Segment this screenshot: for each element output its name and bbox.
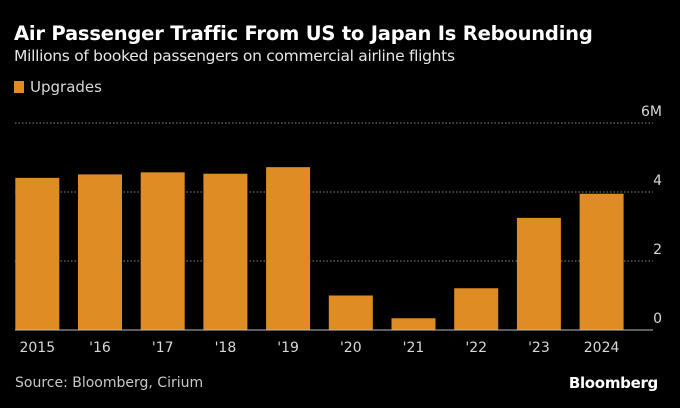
bars — [15, 167, 624, 330]
x-tick-label: '20 — [340, 340, 362, 356]
chart-subtitle: Millions of booked passengers on commerc… — [14, 47, 455, 65]
bar-2 — [140, 172, 185, 330]
x-tick-labels: 2015 '16 '17 '18 '19 '20 '21 '22 '23 2024 — [19, 340, 619, 356]
bloomberg-logo: Bloomberg — [568, 374, 658, 392]
bar-7 — [454, 288, 499, 330]
y-tick-label: 4 — [653, 173, 662, 189]
chart-title: Air Passenger Traffic From US to Japan I… — [14, 22, 593, 45]
x-tick-label: '23 — [528, 340, 550, 356]
x-tick-label: 2024 — [584, 340, 620, 356]
x-tick-label: '19 — [277, 340, 299, 356]
bar-8 — [516, 217, 561, 330]
x-tick-label: '16 — [89, 340, 111, 356]
x-tick-label: '21 — [403, 340, 425, 356]
y-tick-labels: 6M 4 2 0 — [641, 104, 662, 327]
x-tick-label: 2015 — [19, 340, 55, 356]
x-tick-label: '22 — [465, 340, 487, 356]
bar-9 — [579, 193, 624, 330]
legend-label: Upgrades — [30, 78, 102, 96]
source-note: Source: Bloomberg, Cirium — [15, 375, 204, 391]
y-tick-label: 2 — [653, 242, 662, 258]
bar-3 — [203, 173, 248, 330]
y-tick-label: 0 — [653, 311, 662, 327]
bar-4 — [266, 167, 311, 330]
y-tick-label: 6M — [641, 104, 662, 120]
bar-0 — [15, 177, 60, 330]
legend: Upgrades — [14, 78, 102, 96]
bar-6 — [391, 318, 436, 330]
legend-swatch — [14, 81, 24, 93]
bar-5 — [328, 295, 373, 330]
x-tick-label: '17 — [152, 340, 174, 356]
x-tick-label: '18 — [215, 340, 237, 356]
bar-1 — [78, 174, 122, 330]
